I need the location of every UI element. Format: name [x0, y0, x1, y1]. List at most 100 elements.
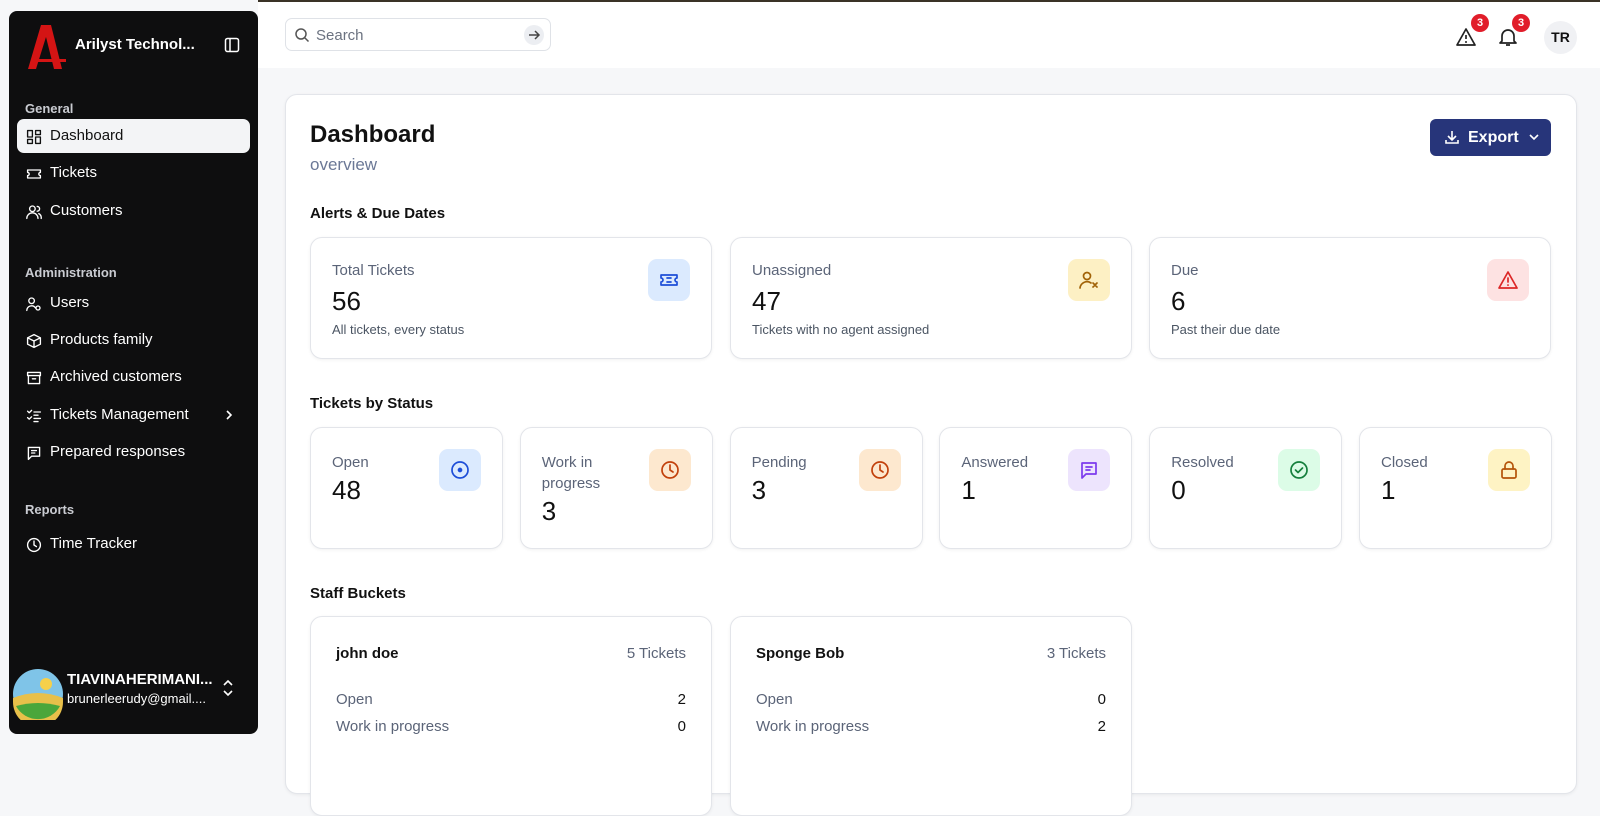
icon: [26, 129, 42, 145]
stat-icon: [1487, 259, 1529, 301]
nav-item[interactable]: Products family: [17, 323, 250, 357]
status-value: 3: [541, 496, 557, 526]
nav-item-label: Users: [50, 294, 90, 311]
notifications-badge: 3: [1512, 14, 1530, 32]
status-card: Closed 1: [1359, 427, 1552, 549]
staff-row-value: 0: [1097, 691, 1106, 708]
stat-value: 47: [752, 286, 781, 316]
nav-item[interactable]: Archived customers: [17, 360, 250, 394]
staff-card: Sponge Bob 3 Tickets Open 0 Work in progress…: [730, 616, 1132, 816]
user-email: brunerleerudy@gmail....: [67, 691, 206, 706]
nav-item-label: Dashboard: [50, 127, 124, 144]
nav-item[interactable]: Customers: [17, 194, 250, 228]
nav-item-label: Tickets: [50, 164, 97, 181]
icon: [26, 169, 42, 179]
icon: [27, 446, 41, 461]
nav-item[interactable]: Time Tracker: [17, 527, 250, 561]
export-chevron: [1529, 134, 1539, 141]
alerts-icon[interactable]: [1456, 27, 1476, 47]
search-box[interactable]: Search: [285, 18, 551, 51]
nav-item[interactable]: Prepared responses: [17, 435, 250, 469]
status-card: Answered 1: [939, 427, 1133, 549]
search-submit[interactable]: [524, 25, 544, 45]
export-button[interactable]: Export: [1430, 119, 1551, 156]
user-menu[interactable]: [221, 679, 235, 697]
icon: [26, 537, 42, 553]
staff-card: john doe 5 Tickets Open 2 Work in progress 0: [310, 616, 712, 816]
status-card: Resolved 0: [1149, 427, 1343, 549]
status-value: 3: [751, 475, 767, 505]
status-text: Pending 3: [752, 452, 862, 506]
icon: [26, 371, 42, 385]
status-card: Work in progress 3: [519, 427, 713, 549]
icon: [1498, 271, 1518, 289]
section-title: Tickets by Status: [310, 395, 434, 412]
status-text: Work in progress 3: [542, 452, 652, 527]
icon: [1501, 461, 1517, 479]
icon: [1081, 462, 1098, 479]
brand: Arilyst Technol...: [75, 36, 195, 53]
stat-label: Due: [1171, 262, 1199, 279]
status-card: Open 48: [310, 427, 503, 549]
logo: [28, 25, 66, 69]
user-avatar: [13, 669, 63, 720]
status-value: 1: [1381, 475, 1396, 505]
nav-item[interactable]: Tickets: [17, 156, 250, 190]
stat-card: Total Tickets 56 All tickets, every status: [310, 237, 712, 359]
staff-tickets: 3 Tickets: [1046, 645, 1106, 662]
status-label: Work in progress: [541, 454, 601, 492]
staff-row-value: 2: [1097, 718, 1106, 735]
status-value: 1: [961, 475, 976, 505]
chevron: [226, 410, 233, 420]
status-text: Resolved 0: [1171, 452, 1281, 506]
stat-label: Unassigned: [752, 262, 832, 279]
stat-description: Past their due date: [1171, 322, 1281, 337]
status-text: Open 48: [332, 452, 442, 506]
nav-item-label: Tickets Management: [50, 406, 189, 423]
nav-item-label: Time Tracker: [50, 535, 137, 552]
nav-section-title: Administration: [25, 265, 117, 280]
staff-row-value: 0: [677, 718, 686, 735]
status-icon: [1068, 449, 1111, 491]
collapse-button[interactable]: [224, 37, 240, 53]
icon: [26, 333, 42, 349]
sidebar: Arilyst Technol... General Dashboard Ticke…: [9, 11, 258, 734]
stat-description: All tickets, every status: [332, 322, 465, 337]
staff-name: Sponge Bob: [756, 645, 845, 662]
status-label: Resolved: [1171, 454, 1234, 471]
alerts-badge: 3: [1471, 14, 1489, 32]
user-name: TIAVINAHERIMANI...: [67, 671, 213, 688]
icon: [660, 461, 679, 479]
status-value: 0: [1171, 475, 1186, 505]
nav-item-label: Products family: [50, 331, 153, 348]
status-text: Answered 1: [961, 452, 1071, 506]
icon: [26, 297, 41, 312]
stat-value: 6: [1171, 286, 1186, 316]
stat-card: Unassigned 47 Tickets with no agent assign…: [730, 237, 1132, 359]
nav-item[interactable]: Users: [17, 286, 250, 320]
status-label: Pending: [751, 454, 807, 471]
status-icon: [439, 449, 481, 491]
status-value: 48: [332, 475, 361, 505]
notifications-icon[interactable]: [1498, 27, 1518, 47]
nav-section-title: General: [25, 101, 74, 116]
nav-item[interactable]: Tickets Management: [17, 398, 250, 432]
header: Search 3 3 TR: [258, 0, 1600, 68]
staff-row-label: Work in progress: [336, 718, 450, 735]
nav-item-label: Archived customers: [50, 368, 182, 385]
status-icon: [1278, 449, 1321, 491]
icon: [1079, 271, 1098, 289]
page: Arilyst Technol... General Dashboard Ticke…: [9, 0, 1600, 816]
staff-row-label: Open: [336, 691, 373, 708]
export-label: Export: [1468, 129, 1519, 146]
icon: [660, 274, 678, 286]
staff-name: john doe: [336, 645, 399, 662]
status-label: Open: [332, 454, 369, 471]
header-avatar[interactable]: TR: [1544, 21, 1577, 54]
status-icon: [648, 449, 691, 491]
page-title: Dashboard: [310, 121, 436, 148]
page-subtitle: overview: [310, 155, 378, 174]
nav-item[interactable]: Dashboard: [17, 119, 250, 153]
status-card: Pending 3: [729, 427, 923, 549]
staff-tickets: 5 Tickets: [626, 645, 686, 662]
